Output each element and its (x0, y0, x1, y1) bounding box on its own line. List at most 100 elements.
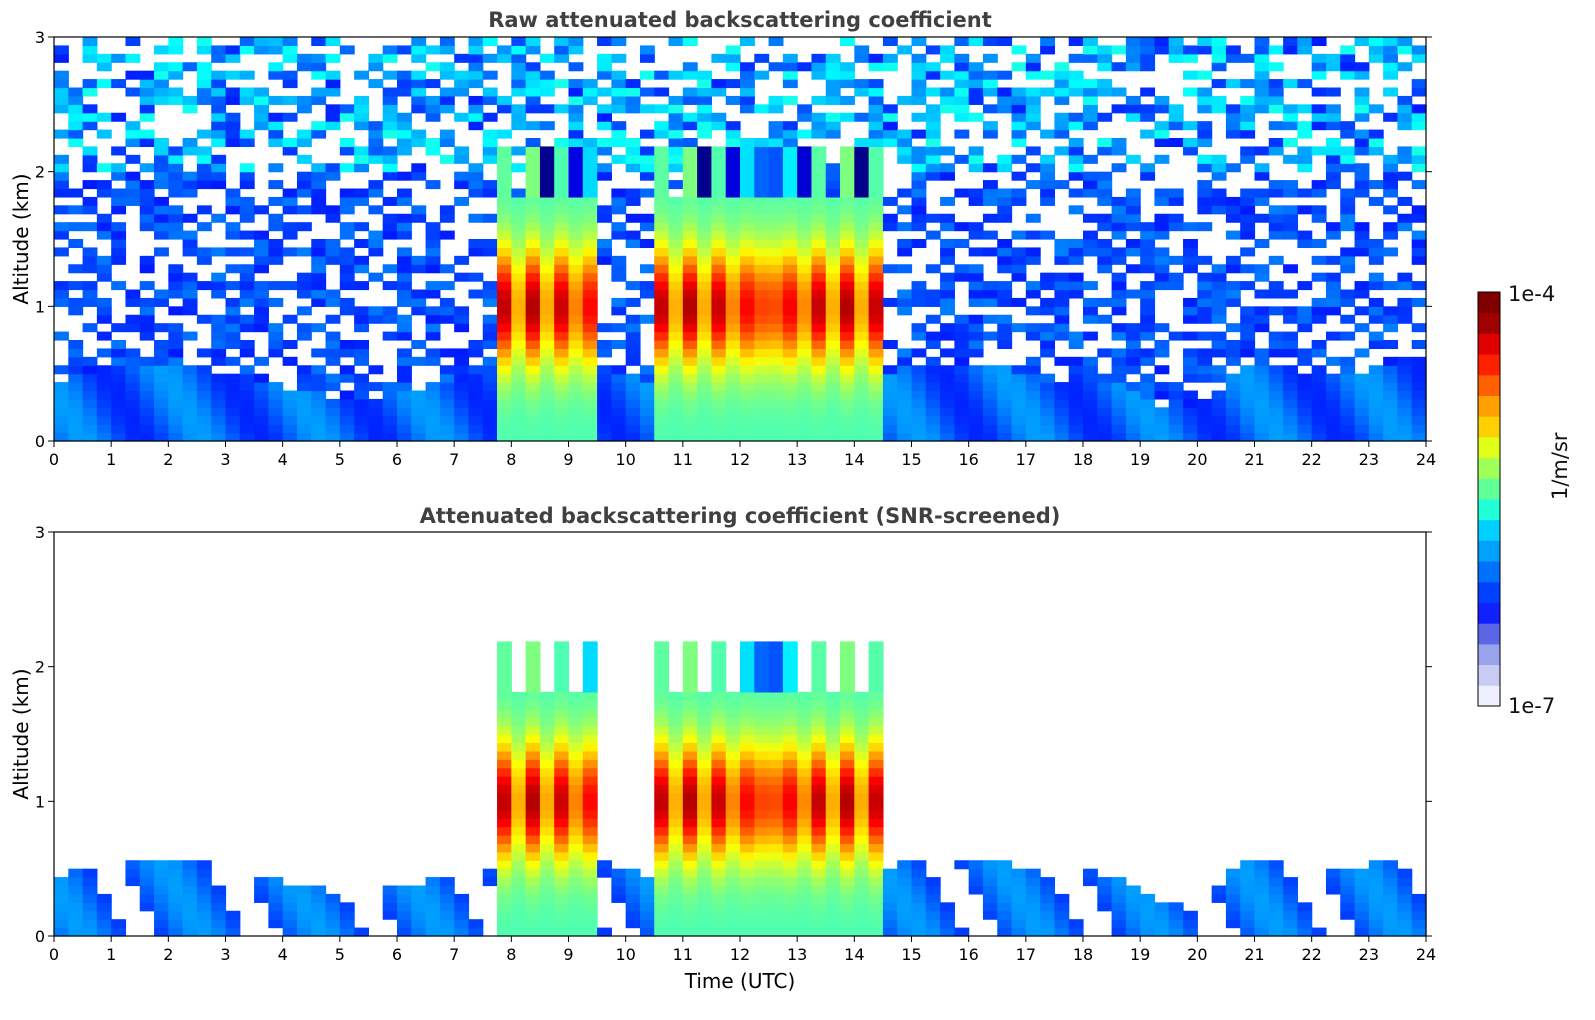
heatmap-cell (782, 691, 798, 701)
heatmap-cell (182, 860, 198, 870)
heatmap-cell (1340, 196, 1356, 206)
heatmap-cell (654, 87, 670, 97)
heatmap-cell (382, 196, 398, 206)
heatmap-cell (768, 851, 784, 861)
heatmap-cell (1397, 432, 1413, 442)
heatmap-cell (754, 927, 770, 937)
heatmap-cell (740, 835, 755, 845)
heatmap-cell (68, 348, 84, 358)
heatmap-cell (768, 171, 784, 181)
heatmap-cell (568, 205, 584, 215)
heatmap-cell (482, 37, 498, 47)
heatmap-cell (1197, 45, 1213, 55)
heatmap-cell (154, 407, 169, 417)
heatmap-cell (568, 95, 584, 105)
heatmap-cell (568, 196, 584, 206)
x-tick-label: 22 (1301, 450, 1321, 469)
heatmap-cell (511, 750, 527, 760)
heatmap-cell (196, 373, 212, 383)
heatmap-cell (1068, 171, 1084, 181)
heatmap-cell (168, 306, 184, 316)
heatmap-cell (525, 683, 541, 693)
heatmap-cell (825, 407, 841, 417)
heatmap-cell (1240, 340, 1256, 350)
heatmap-cell (296, 95, 312, 105)
heatmap-cell (811, 146, 827, 156)
heatmap-cell (697, 188, 713, 198)
heatmap-cell (439, 281, 455, 291)
heatmap-cell (68, 356, 84, 366)
heatmap-cell (854, 835, 870, 845)
heatmap-cell (454, 255, 470, 265)
heatmap-cell (1183, 927, 1198, 937)
x-tick-label: 15 (901, 450, 921, 469)
heatmap-cell (554, 717, 570, 727)
heatmap-cell (1183, 45, 1198, 55)
heatmap-cell (654, 792, 670, 802)
heatmap-cell (782, 877, 798, 887)
heatmap-cell (339, 407, 355, 417)
heatmap-cell (768, 356, 784, 366)
heatmap-cell (1368, 877, 1384, 887)
heatmap-cell (1154, 919, 1170, 929)
heatmap-cell (1268, 255, 1284, 265)
heatmap-cell (525, 919, 541, 929)
heatmap-cell (497, 708, 512, 718)
heatmap-cell (1054, 323, 1070, 333)
heatmap-cell (968, 264, 984, 274)
heatmap-cell (196, 222, 212, 232)
heatmap-cell (1411, 104, 1427, 114)
heatmap-cell (625, 87, 641, 97)
heatmap-cell (697, 734, 713, 744)
heatmap-cell (811, 776, 827, 786)
heatmap-cell (625, 314, 641, 324)
heatmap-cell (968, 877, 984, 887)
heatmap-cell (1225, 390, 1241, 400)
heatmap-cell (654, 70, 670, 80)
heatmap-cell (154, 213, 169, 223)
heatmap-cell (382, 95, 398, 105)
heatmap-cell (282, 146, 298, 156)
heatmap-cell (697, 348, 713, 358)
heatmap-cell (868, 843, 884, 853)
heatmap-cell (82, 868, 98, 878)
heatmap-cell (1083, 95, 1098, 105)
heatmap-cell (311, 902, 327, 912)
heatmap-cell (1111, 373, 1127, 383)
heatmap-cell (196, 885, 212, 895)
heatmap-cell (811, 919, 827, 929)
x-tick-label: 24 (1416, 450, 1436, 469)
heatmap-cell (96, 432, 112, 442)
heatmap-cell (1140, 424, 1156, 434)
heatmap-cell (111, 53, 127, 63)
heatmap-cell (639, 154, 655, 164)
heatmap-cell (811, 801, 827, 811)
heatmap-cell (397, 919, 412, 929)
heatmap-cell (1411, 382, 1427, 392)
heatmap-cell (582, 902, 598, 912)
heatmap-cell (239, 382, 255, 392)
heatmap-cell (954, 239, 970, 249)
heatmap-cell (625, 893, 641, 903)
heatmap-cell (668, 356, 684, 366)
heatmap-cell (754, 281, 770, 291)
heatmap-cell (1011, 247, 1027, 257)
heatmap-cell (1411, 356, 1427, 366)
heatmap-cell (754, 104, 770, 114)
heatmap-cell (711, 154, 727, 164)
heatmap-cell (211, 213, 227, 223)
heatmap-cell (1397, 356, 1413, 366)
heatmap-cell (1254, 45, 1270, 55)
heatmap-cell (982, 104, 998, 114)
heatmap-cell (1254, 306, 1270, 316)
heatmap-cell (1283, 398, 1298, 408)
heatmap-cell (1311, 373, 1327, 383)
heatmap-cell (425, 180, 441, 190)
heatmap-cell (1368, 390, 1384, 400)
heatmap-cell (854, 691, 870, 701)
heatmap-cell (154, 390, 169, 400)
heatmap-cell (825, 340, 841, 350)
heatmap-cell (1411, 902, 1427, 912)
heatmap-cell (1154, 927, 1170, 937)
